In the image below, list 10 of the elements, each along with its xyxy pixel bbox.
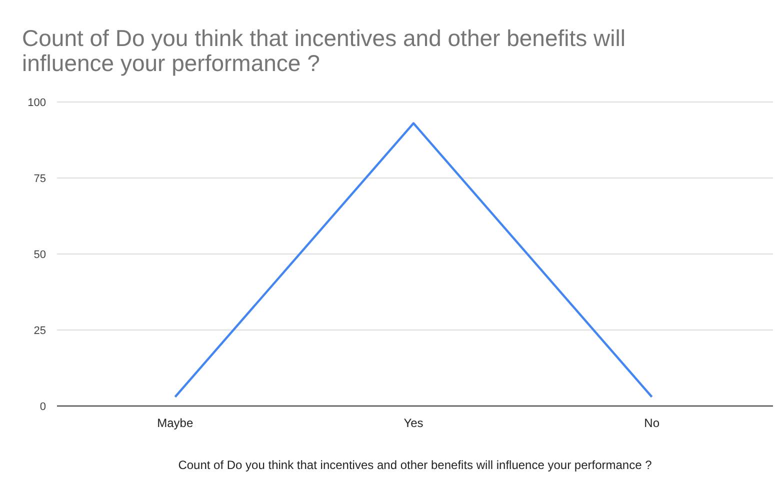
y-tick-label: 50 [34,248,46,261]
y-tick-label: 100 [28,96,46,109]
x-tick-label: No [644,416,660,430]
x-tick-label: Yes [404,416,424,430]
x-axis-title: Count of Do you think that incentives and other benefits will influence your performance ? [178,458,652,472]
y-tick-label: 25 [34,324,46,337]
x-tick-label: Maybe [157,416,194,430]
y-tick-label: 75 [34,172,46,185]
y-tick-label: 0 [40,400,46,413]
chart-title: Count of Do you think that incentives and other benefits will influence your performance ? [22,25,626,76]
